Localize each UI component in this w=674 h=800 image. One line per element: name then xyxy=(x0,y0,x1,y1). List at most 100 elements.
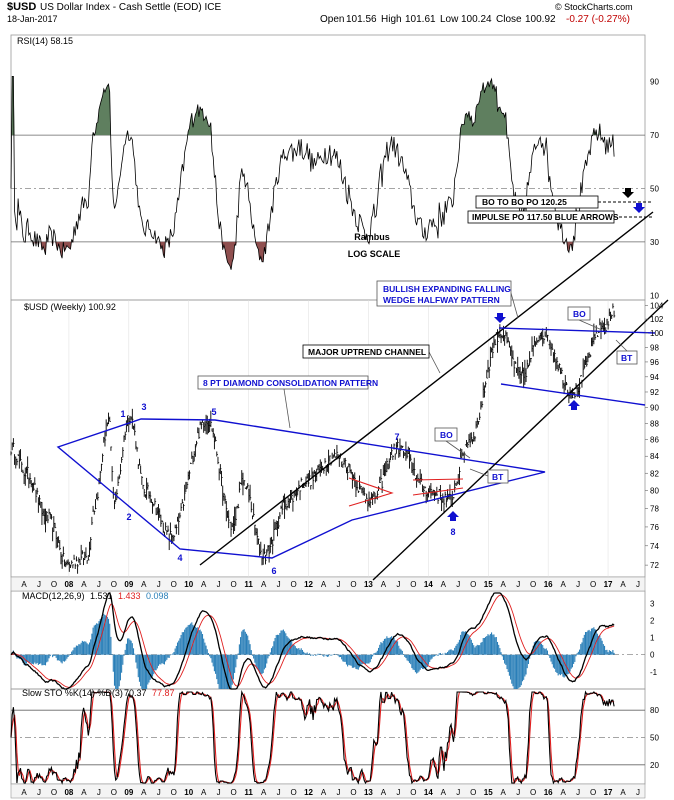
bo-target-arrow xyxy=(622,188,634,198)
diamond-box xyxy=(197,375,369,390)
sto-label: Slow STO %K(14) %D(3) xyxy=(22,688,123,698)
macd-label: MACD(12,26,9) xyxy=(22,591,85,601)
price-label: $USD (Weekly) 100.92 xyxy=(24,302,116,312)
x-tick-label: 17 xyxy=(604,580,613,589)
price-tick-label: 80 xyxy=(650,487,659,496)
x-tick-label: 09 xyxy=(124,580,133,589)
wedge-text-1: BULLISH EXPANDING FALLING xyxy=(383,284,511,294)
diamond-pattern xyxy=(56,418,546,559)
x-tick-label: 12 xyxy=(304,788,313,797)
x-tick-label: O xyxy=(590,580,596,589)
red-triangle-2 xyxy=(412,478,464,496)
x-tick-label: J xyxy=(97,580,101,589)
x-tick-label: A xyxy=(81,788,87,797)
x-tick-label: A xyxy=(141,788,147,797)
price-tick-label: 104 xyxy=(650,301,664,310)
close-value: 100.92 xyxy=(525,14,556,25)
sto-value-1: 70.37 xyxy=(124,688,147,698)
low-label: Low xyxy=(440,14,459,25)
x-tick-label: O xyxy=(590,788,596,797)
x-tick-label: A xyxy=(501,580,507,589)
price-tick-label: 98 xyxy=(650,343,659,352)
x-tick-label: O xyxy=(51,580,57,589)
point-8: 8 xyxy=(450,527,455,537)
x-tick-label: A xyxy=(381,788,387,797)
impulse-box xyxy=(467,210,615,224)
x-tick-label: J xyxy=(456,788,460,797)
impulse-text: IMPULSE PO 117.50 BLUE ARROWS xyxy=(472,212,619,222)
x-tick-label: O xyxy=(530,580,536,589)
x-tick-label: J xyxy=(217,580,221,589)
x-tick-label: J xyxy=(37,580,41,589)
x-tick-label: 09 xyxy=(124,788,133,797)
channel-lower-line xyxy=(372,299,669,581)
x-tick-label: A xyxy=(560,580,566,589)
close-label: Close xyxy=(496,14,522,25)
bo-tag-1-text: BO xyxy=(440,430,453,440)
low-value: 100.24 xyxy=(461,14,492,25)
x-tick-label: J xyxy=(97,788,101,797)
x-tick-label: A xyxy=(321,580,327,589)
price-tick-label: 90 xyxy=(650,404,659,413)
bt2-callout-line xyxy=(615,339,628,352)
x-tick-label: A xyxy=(560,788,566,797)
x-tick-label: J xyxy=(516,580,520,589)
x-tick-label: J xyxy=(516,788,520,797)
x-tick-label: A xyxy=(441,580,447,589)
x-tick-label: 08 xyxy=(64,580,73,589)
point-1: 1 xyxy=(120,409,125,419)
copyright: © StockCharts.com xyxy=(555,2,633,12)
x-tick-label: A xyxy=(441,788,447,797)
x-tick-label: 14 xyxy=(424,788,433,797)
red-triangle-1 xyxy=(348,477,394,507)
price-tick-label: 72 xyxy=(650,561,659,570)
sto-d-line xyxy=(10,691,615,785)
price-tick-label: 74 xyxy=(650,542,659,551)
log-scale-label: LOG SCALE xyxy=(348,249,401,259)
x-tick-label: O xyxy=(410,788,416,797)
x-tick-label: J xyxy=(576,580,580,589)
channel-upper-line xyxy=(199,211,654,566)
x-tick-label: O xyxy=(231,788,237,797)
macd-value-3: 0.098 xyxy=(146,591,169,601)
x-tick-label: J xyxy=(217,788,221,797)
rsi-line xyxy=(10,76,615,270)
open-label: Open xyxy=(320,14,344,25)
rsi-tick-label: 30 xyxy=(650,238,659,247)
x-tick-label: 17 xyxy=(604,788,613,797)
price-tick-label: 100 xyxy=(650,329,664,338)
x-tick-label: O xyxy=(470,788,476,797)
instrument-name: US Dollar Index - Cash Settle (EOD) ICE xyxy=(40,2,221,13)
x-tick-label: J xyxy=(336,580,340,589)
bt-tag-2-text: BT xyxy=(621,353,633,363)
bo-tag-1 xyxy=(434,427,458,442)
x-tick-label: J xyxy=(277,788,281,797)
panel-frame-rsi xyxy=(10,34,646,301)
macd-line xyxy=(10,592,615,690)
x-tick-label: O xyxy=(350,788,356,797)
rsi-tick-label: 50 xyxy=(650,185,659,194)
wedge-callout-line xyxy=(510,292,519,319)
bt-callout-line xyxy=(469,468,489,477)
x-tick-label: J xyxy=(636,580,640,589)
high-value: 101.61 xyxy=(405,14,436,25)
x-tick-label: O xyxy=(111,580,117,589)
bo2-callout-line xyxy=(578,319,603,331)
x-tick-label: J xyxy=(456,580,460,589)
bt-tag-1-text: BT xyxy=(492,472,504,482)
x-tick-label: A xyxy=(381,580,387,589)
rambus-label: Rambus xyxy=(354,232,390,242)
rsi-tick-label: 70 xyxy=(650,131,659,140)
point-5: 5 xyxy=(211,407,216,417)
high-label: High xyxy=(381,14,402,25)
x-tick-label: 13 xyxy=(364,580,373,589)
x-tick-label: O xyxy=(171,788,177,797)
price-tick-label: 88 xyxy=(650,419,659,428)
rsi-oversold-fill xyxy=(11,241,615,270)
x-tick-label: J xyxy=(576,788,580,797)
x-tick-label: 12 xyxy=(304,580,313,589)
uptrend-box xyxy=(302,344,430,359)
plot-layer xyxy=(10,76,616,785)
uptrend-callout-line xyxy=(428,351,441,374)
point-7: 7 xyxy=(394,432,399,442)
